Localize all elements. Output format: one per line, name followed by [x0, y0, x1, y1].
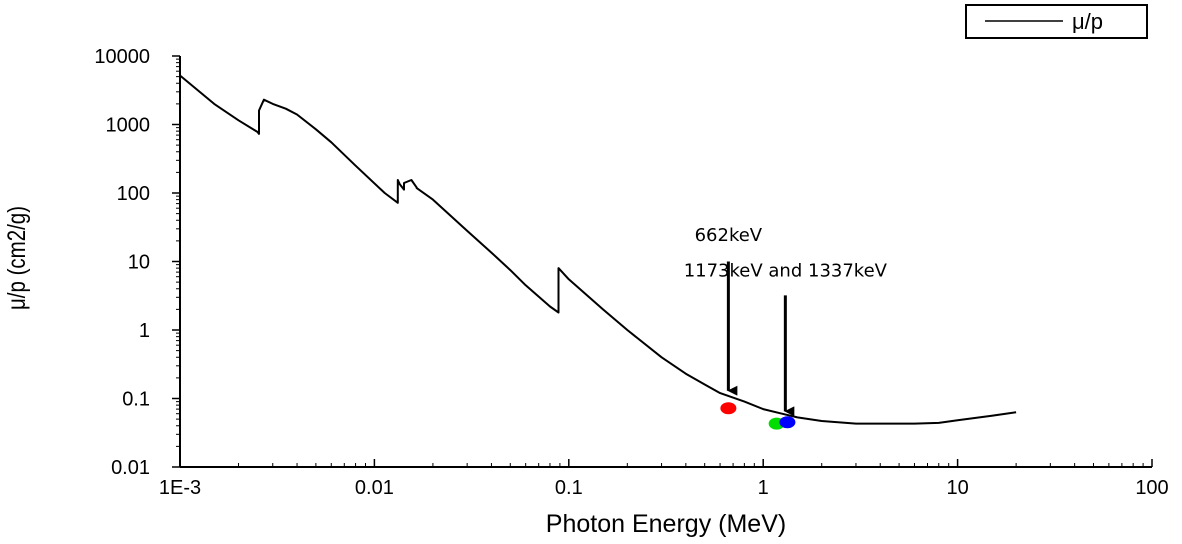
x-tick-label: 1E-3: [159, 477, 201, 499]
annotations: 662keV 1173keV and 1337keV: [684, 225, 888, 417]
annotation-label: 662keV: [695, 225, 763, 246]
legend-entry-label: μ/p: [1072, 9, 1103, 34]
y-tick-label: 0.01: [111, 457, 150, 479]
y-tick-label: 1000: [106, 115, 151, 137]
annotation-label: 1173keV and 1337keV: [684, 261, 888, 282]
data-point: [779, 416, 796, 429]
x-tick-label: 10: [946, 477, 968, 499]
x-axis-title: Photon Energy (MeV): [546, 510, 786, 538]
y-tick-label: 100: [117, 183, 150, 205]
data-point: [720, 402, 737, 415]
axes: [179, 56, 1152, 468]
ticks: 1E-3 0.01 0.1 1 10 100 10000 1000 100 10 1 0.1 0.01: [94, 46, 1168, 499]
y-axis-title: μ/p (cm2/g): [2, 206, 30, 310]
series-line-0: [179, 74, 1017, 425]
x-tick-label: 1: [758, 477, 769, 499]
x-tick-label: 0.01: [355, 477, 394, 499]
y-tick-label: 10: [128, 252, 150, 274]
y-tick-label: 0.1: [122, 389, 150, 411]
points: [720, 402, 796, 430]
y-tick-label: 10000: [94, 46, 150, 68]
series: [179, 74, 1017, 425]
legend: μ/p: [965, 4, 1148, 39]
x-tick-label: 100: [1135, 477, 1168, 499]
y-tick-label: 1: [139, 320, 150, 342]
x-tick-label: 0.1: [555, 477, 583, 499]
